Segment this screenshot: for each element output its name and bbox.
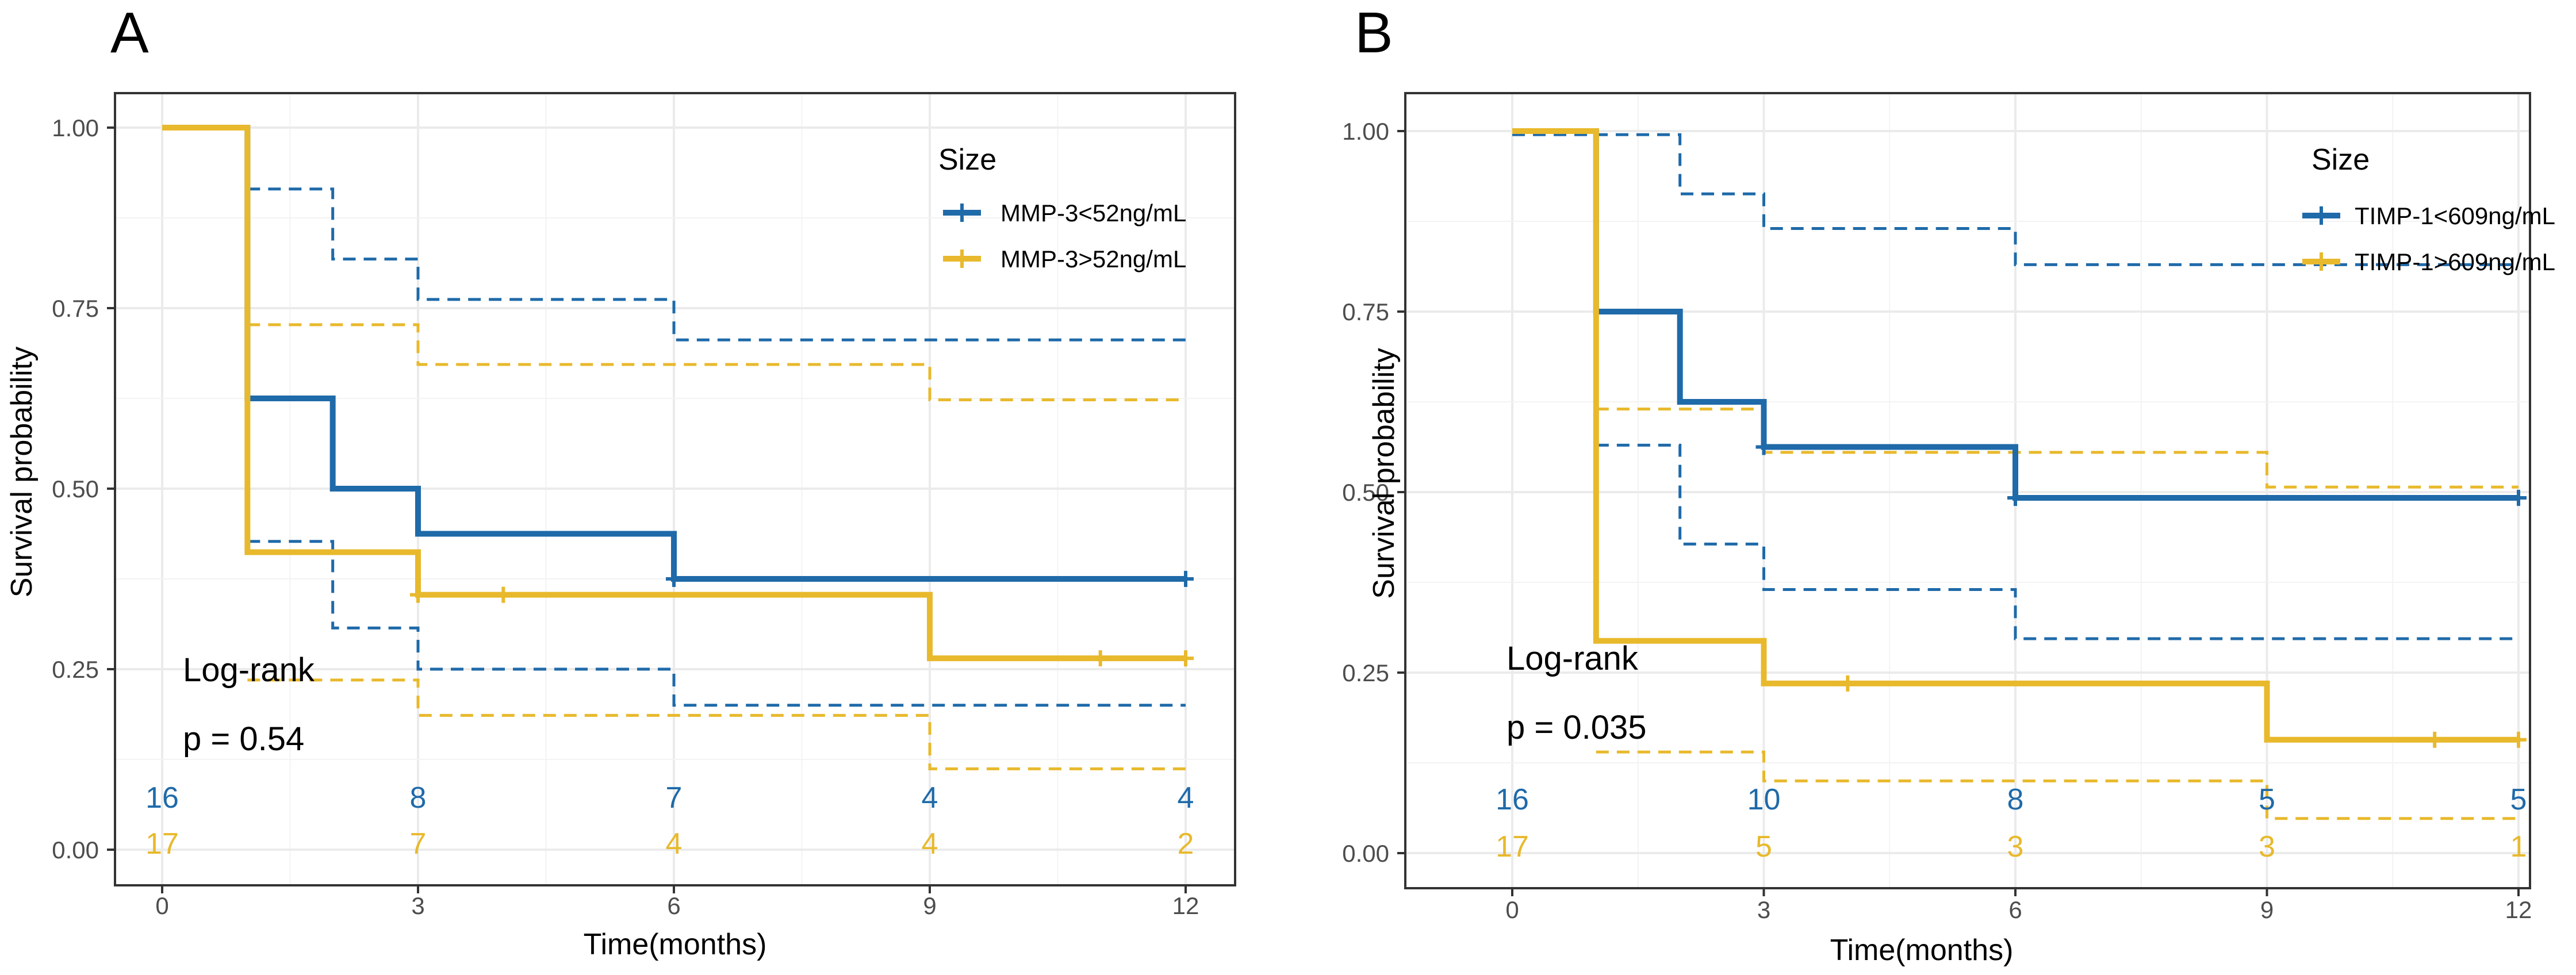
x-tick-label: 9 [923,892,936,919]
y-tick-label: 1.00 [52,114,99,141]
risk-count: 3 [2259,830,2275,863]
survival-curve [162,125,1186,662]
risk-count: 4 [922,781,938,815]
y-tick-label: 0.50 [52,475,99,502]
x-axis-label: Time(months) [1830,934,2014,967]
ci-upper-line [1512,133,2518,266]
risk-count: 17 [145,827,179,861]
survival-curve [1512,128,2518,743]
y-axis-label: Survival probability [1367,348,1401,598]
risk-count: 1 [2510,830,2527,863]
risk-count: 5 [2259,783,2275,816]
legend-label: MMP-3>52ng/mL [1000,245,1186,272]
x-tick-label: 3 [1757,896,1770,923]
annotation-text: Log-rank [183,651,315,689]
risk-count: 10 [1747,783,1781,816]
risk-count: 5 [2510,783,2527,816]
ci-lower-line [1596,443,2518,640]
x-tick-label: 0 [155,892,168,919]
legend-label: TIMP-1>609ng/mL [2355,248,2555,275]
ci-lower-line [247,678,1186,770]
risk-count: 2 [1178,827,1194,861]
risk-count: 4 [666,827,683,861]
risk-count: 5 [1755,830,1772,863]
risk-count: 8 [2007,783,2024,816]
panel-b: 0 3 6 9 12 0.00 0.25 0.50 0.75 1.00 Time(months) Su… [1342,92,2555,967]
risk-count: 7 [666,781,683,815]
y-tick-label: 0.75 [1342,298,1389,325]
y-tick-label: 1.00 [1342,118,1389,145]
y-tick-label: 0.25 [1342,659,1389,686]
panel-letter-b: B [1355,1,1393,65]
x-tick-label: 6 [2008,896,2022,923]
x-tick-label: 6 [667,892,680,919]
x-tick-label: 12 [2505,896,2532,923]
x-tick-label: 9 [2260,896,2274,923]
risk-count: 16 [145,781,179,815]
y-tick-label: 0.00 [1342,840,1389,867]
annotation-text: Log-rank [1506,640,1639,677]
y-tick-label: 0.00 [52,836,99,863]
x-tick-label: 3 [411,892,424,919]
panel-a: 0 3 6 9 12 0.00 0.25 0.50 0.75 1.00 Time(months) Su… [5,92,1236,961]
risk-count: 16 [1496,783,1529,816]
plot-area [1405,93,2530,888]
x-tick-label: 12 [1172,892,1199,919]
y-axis-label: Survival probability [5,347,39,597]
ci-upper-line [247,323,1186,402]
ci-lower-line [247,540,1186,707]
y-tick-label: 0.50 [1342,479,1389,506]
panel-letter-a: A [110,1,149,65]
x-axis-label: Time(months) [584,928,767,961]
annotation-text: p = 0.035 [1506,709,1647,746]
legend-title: Size [2312,143,2370,176]
legend-title: Size [938,143,996,176]
x-tick-label: 0 [1505,896,1519,923]
risk-count: 17 [1496,830,1529,863]
annotation-text: p = 0.54 [183,720,304,758]
risk-count: 7 [410,827,427,861]
risk-count: 8 [410,781,427,815]
risk-count: 4 [922,827,938,861]
risk-count: 3 [2007,830,2024,863]
risk-count: 4 [1178,781,1194,815]
legend-label: TIMP-1<609ng/mL [2355,202,2555,229]
ci-upper-line [247,187,1186,341]
plot-frame [1404,92,2531,889]
legend-label: MMP-3<52ng/mL [1000,199,1186,227]
y-tick-label: 0.25 [52,656,99,683]
y-tick-label: 0.75 [52,295,99,322]
